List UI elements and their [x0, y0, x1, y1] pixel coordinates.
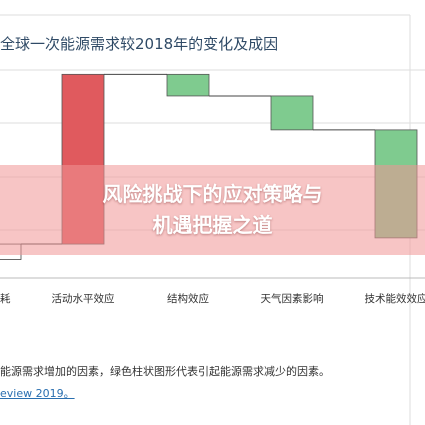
x-tick-label-1: 耗 [0, 293, 11, 305]
chart-title: 全球一次能源需求较2018年的变化及成因 [0, 35, 279, 53]
banner-line-1: 风险挑战下的应对策略与 [102, 182, 323, 206]
x-tick-label-3: 结构效应 [167, 292, 209, 305]
bar-3 [166, 73, 210, 97]
source-link[interactable]: eview 2019。 [0, 387, 75, 400]
x-tick-label-5: 技术能效效应 [365, 292, 425, 305]
x-tick-label-4: 天气因素影响 [261, 292, 324, 305]
chart-footnote: 能源需求增加的因素，绿色柱状图形代表引起能源需求减少的因素。 [0, 365, 330, 378]
bar-4 [270, 95, 314, 131]
overlay-banner: 风险挑战下的应对策略与 机遇把握之道 [0, 165, 425, 255]
banner-line-2: 机遇把握之道 [152, 213, 273, 237]
x-tick-label-2: 活动水平效应 [52, 292, 115, 305]
